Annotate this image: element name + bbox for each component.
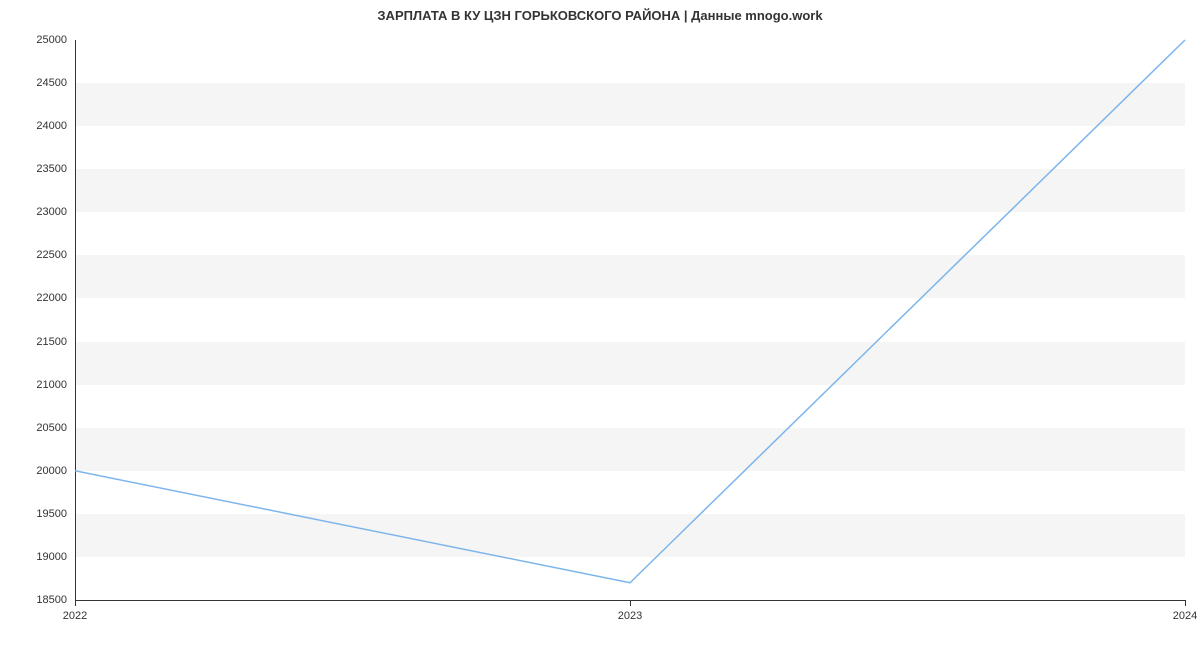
y-tick-label: 23500: [15, 163, 67, 175]
y-tick-label: 24500: [15, 77, 67, 89]
y-tick-label: 25000: [15, 34, 67, 46]
y-tick-label: 20000: [15, 465, 67, 477]
y-tick-label: 19000: [15, 551, 67, 563]
y-tick-label: 22500: [15, 249, 67, 261]
y-tick-label: 22000: [15, 292, 67, 304]
salary-line-chart: ЗАРПЛАТА В КУ ЦЗН ГОРЬКОВСКОГО РАЙОНА | …: [0, 0, 1200, 650]
x-axis-line: [75, 600, 1185, 601]
line-layer: [75, 40, 1185, 600]
y-tick-label: 21000: [15, 379, 67, 391]
y-tick-label: 21500: [15, 336, 67, 348]
y-tick-label: 20500: [15, 422, 67, 434]
chart-title: ЗАРПЛАТА В КУ ЦЗН ГОРЬКОВСКОГО РАЙОНА | …: [0, 8, 1200, 23]
series-line-salary: [75, 40, 1185, 583]
x-tick-mark: [1185, 600, 1186, 606]
x-tick-label: 2023: [618, 610, 642, 622]
x-tick-label: 2022: [63, 610, 87, 622]
y-tick-label: 23000: [15, 206, 67, 218]
x-tick-label: 2024: [1173, 610, 1197, 622]
y-tick-label: 19500: [15, 508, 67, 520]
y-tick-label: 18500: [15, 594, 67, 606]
plot-area: 1850019000195002000020500210002150022000…: [75, 40, 1185, 600]
y-tick-label: 24000: [15, 120, 67, 132]
